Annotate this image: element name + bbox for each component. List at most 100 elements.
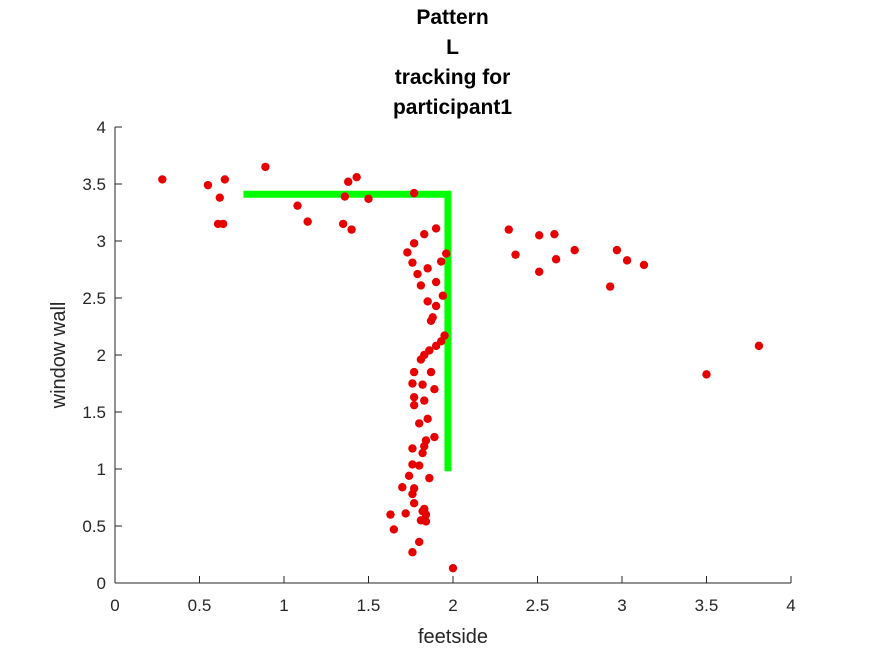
data-point — [409, 188, 419, 198]
data-point — [303, 217, 312, 226]
data-point — [416, 355, 426, 364]
data-point — [408, 379, 417, 388]
data-point — [415, 419, 424, 428]
axes: 0 0.5 1 1.5 2 2.5 3 3.5 4 0 0.5 1 1.5 2 2.5 3 3.5 4 — [82, 118, 795, 615]
data-point — [534, 231, 544, 240]
data-point — [218, 219, 228, 229]
y-tick-label: 3 — [97, 232, 106, 251]
data-point — [261, 162, 270, 172]
data-point — [413, 269, 422, 279]
data-point — [415, 461, 424, 470]
data-point — [442, 249, 451, 258]
data-point — [612, 245, 622, 255]
data-point — [754, 341, 764, 351]
data-point — [347, 225, 356, 234]
data-point — [404, 471, 414, 481]
y-tick-label: 0 — [97, 574, 106, 593]
data-point — [436, 257, 446, 266]
data-point — [423, 414, 432, 424]
data-point — [408, 548, 417, 557]
data-point — [421, 517, 431, 526]
data-point — [416, 281, 426, 290]
data-point — [431, 224, 441, 233]
x-tick-label: 0.5 — [188, 596, 212, 615]
data-point — [605, 282, 615, 291]
data-point — [430, 385, 439, 394]
data-point — [511, 250, 520, 259]
y-tick-label: 1 — [97, 460, 106, 479]
data-point — [420, 229, 429, 239]
data-point — [550, 229, 559, 239]
y-tick-label: 1.5 — [82, 403, 106, 422]
data-point — [344, 177, 353, 186]
y-tick-label: 0.5 — [82, 517, 106, 536]
data-point — [340, 192, 350, 201]
data-point — [420, 442, 429, 451]
data-point — [409, 392, 419, 402]
data-point — [622, 256, 632, 265]
data-point — [421, 510, 431, 519]
pattern-l-line — [243, 190, 452, 472]
data-point — [639, 260, 649, 270]
pattern-path — [243, 190, 452, 472]
chart-title-line-3: tracking for — [394, 66, 511, 89]
data-point — [409, 367, 419, 377]
data-point — [364, 194, 373, 204]
data-point — [420, 396, 429, 405]
data-point — [431, 301, 441, 311]
data-point — [398, 483, 407, 492]
x-tick-label: 4 — [786, 596, 795, 615]
x-tick-label: 1 — [279, 596, 288, 615]
y-axis-label: window wall — [48, 302, 70, 410]
data-point — [403, 248, 412, 257]
data-point — [431, 341, 441, 351]
data-point — [158, 175, 167, 184]
data-point — [203, 180, 213, 190]
chart-title-line-2: L — [446, 36, 459, 59]
data-point — [438, 291, 448, 300]
data-point — [409, 499, 419, 508]
x-tick-label: 2 — [448, 596, 457, 615]
data-point — [215, 193, 224, 202]
data-point — [293, 201, 302, 210]
data-point — [551, 255, 561, 264]
data-point — [504, 225, 513, 234]
data-point — [426, 367, 436, 377]
chart-title-line-1: Pattern — [416, 6, 489, 29]
data-point — [534, 267, 544, 276]
y-tick-label: 3.5 — [82, 175, 106, 194]
data-point — [401, 509, 410, 518]
data-point — [431, 277, 441, 287]
x-tick-label: 3.5 — [695, 596, 719, 615]
y-tick-label: 4 — [97, 118, 106, 137]
data-point — [408, 460, 417, 469]
data-point — [702, 370, 711, 379]
data-point — [423, 297, 432, 306]
data-point — [448, 563, 458, 573]
x-axis-label: feetside — [418, 626, 488, 648]
data-point — [408, 258, 417, 267]
data-point — [425, 473, 434, 483]
x-tick-label: 1.5 — [357, 596, 381, 615]
data-point — [386, 510, 395, 519]
data-point — [408, 489, 417, 499]
data-point — [352, 172, 361, 182]
data-point — [220, 175, 230, 184]
data-point — [415, 537, 424, 547]
data-point — [418, 380, 427, 389]
data-point — [389, 525, 399, 534]
data-point — [570, 245, 579, 255]
data-point — [408, 444, 417, 453]
y-tick-label: 2.5 — [82, 289, 106, 308]
y-tick-label: 2 — [97, 346, 106, 365]
chart-title-line-4: participant1 — [392, 96, 513, 119]
data-points — [158, 162, 764, 573]
data-point — [426, 316, 436, 325]
data-point — [338, 219, 348, 229]
x-tick-label: 0 — [110, 596, 119, 615]
data-point — [409, 239, 419, 248]
x-tick-label: 3 — [617, 596, 626, 615]
x-tick-label: 2.5 — [526, 596, 550, 615]
data-point — [430, 432, 439, 442]
